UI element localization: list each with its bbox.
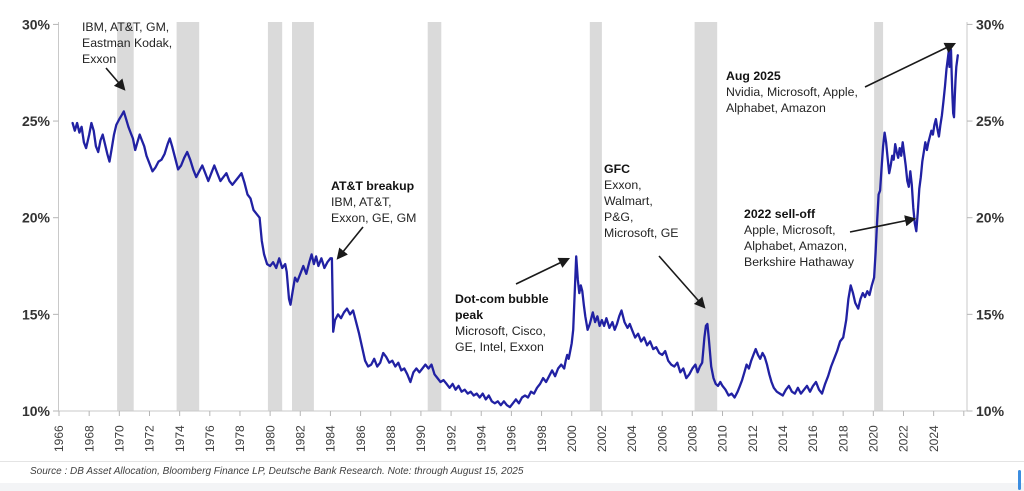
x-tick-label: 2012	[746, 425, 760, 452]
x-tick-label: 2010	[716, 425, 730, 452]
x-tick-label: 2022	[897, 425, 911, 452]
annotation-arrow-selloff-2022	[849, 215, 917, 233]
scrollbar-thumb[interactable]	[1018, 470, 1021, 490]
x-tick-label: 1970	[113, 425, 127, 452]
x-tick-label: 1994	[474, 425, 488, 452]
y-tick-label-left: 15%	[22, 306, 51, 322]
annotation-arrow-att-breakup	[336, 226, 364, 260]
x-tick-label: 1980	[263, 425, 277, 452]
x-tick-label: 1990	[414, 425, 428, 452]
annotation-aug-2025: Aug 2025 Nvidia, Microsoft, Apple, Alphabe…	[726, 69, 858, 115]
x-tick-label: 1974	[173, 425, 187, 452]
x-tick-label: 2002	[595, 425, 609, 452]
y-tick-label-left: 25%	[22, 113, 51, 129]
y-tick-label-left: 30%	[22, 16, 51, 32]
x-tick-label: 2014	[776, 425, 790, 452]
annotation-arrow-gfc	[658, 255, 706, 309]
y-tick-label-right: 30%	[976, 16, 1005, 32]
annotation-gfc: GFC Exxon, Walmart, P&G, Microsoft, GE	[604, 162, 679, 240]
top5-weight-line-chart: 30% 30% 25% 25% 20% 20% 15% 15% 10% 10% 1966 1968 19…	[22, 16, 1005, 452]
annotation-arrow-aug-2025	[864, 42, 957, 88]
x-tick-label: 2016	[806, 425, 820, 452]
x-tick-label: 2004	[625, 425, 639, 452]
chart-canvas: 30% 30%25% 25%20% 20%15% 15%10% 10%1966 1968 19…	[22, 16, 1005, 452]
x-tick-label: 1968	[82, 425, 96, 452]
footer-divider	[0, 461, 1024, 462]
x-tick-label: 1996	[505, 425, 519, 452]
y-tick-label-right: 25%	[976, 113, 1005, 129]
axes: 30% 30%25% 25%20% 20%15% 15%10% 10%1966 1968 19…	[22, 16, 1005, 452]
bottom-strip	[0, 483, 1024, 491]
annotation-nifty-era: IBM, AT&T, GM, Eastman Kodak, Exxon	[82, 20, 173, 66]
x-tick-label: 1978	[233, 425, 247, 452]
x-tick-label: 1966	[52, 425, 66, 452]
annotation-arrow-nifty-era	[105, 67, 126, 91]
annotation-arrows	[105, 42, 957, 309]
x-tick-label: 1998	[535, 425, 549, 452]
x-tick-label: 1984	[324, 425, 338, 452]
annotation-arrow-dotcom-peak	[515, 257, 571, 285]
y-tick-label-left: 20%	[22, 210, 51, 226]
source-note: Source : DB Asset Allocation, Bloomberg …	[30, 466, 524, 477]
top5-weight-series-line	[71, 48, 959, 409]
x-tick-label: 1986	[354, 425, 368, 452]
x-tick-label: 2018	[836, 425, 850, 452]
x-tick-label: 2020	[867, 425, 881, 452]
x-tick-label: 1972	[143, 425, 157, 452]
x-tick-label: 2006	[655, 425, 669, 452]
y-tick-label-right: 10%	[976, 403, 1005, 419]
annotation-att-breakup: AT&T breakup IBM, AT&T, Exxon, GE, GM	[331, 179, 417, 225]
x-tick-label: 1992	[444, 425, 458, 452]
annotation-selloff-2022: 2022 sell-off Apple, Microsoft, Alphabet, …	[744, 207, 855, 269]
x-tick-label: 2008	[686, 425, 700, 452]
x-tick-label: 2024	[927, 425, 941, 452]
x-tick-label: 1982	[294, 425, 308, 452]
y-tick-label-right: 20%	[976, 210, 1005, 226]
annotation-dotcom-peak: Dot-com bubble peak Microsoft, Cisco, GE, I…	[455, 292, 549, 354]
x-tick-label: 2000	[565, 425, 579, 452]
y-tick-label-right: 15%	[976, 306, 1005, 322]
x-tick-label: 1976	[203, 425, 217, 452]
recession-bands	[117, 22, 884, 411]
x-tick-label: 1988	[384, 425, 398, 452]
y-tick-label-left: 10%	[22, 403, 51, 419]
